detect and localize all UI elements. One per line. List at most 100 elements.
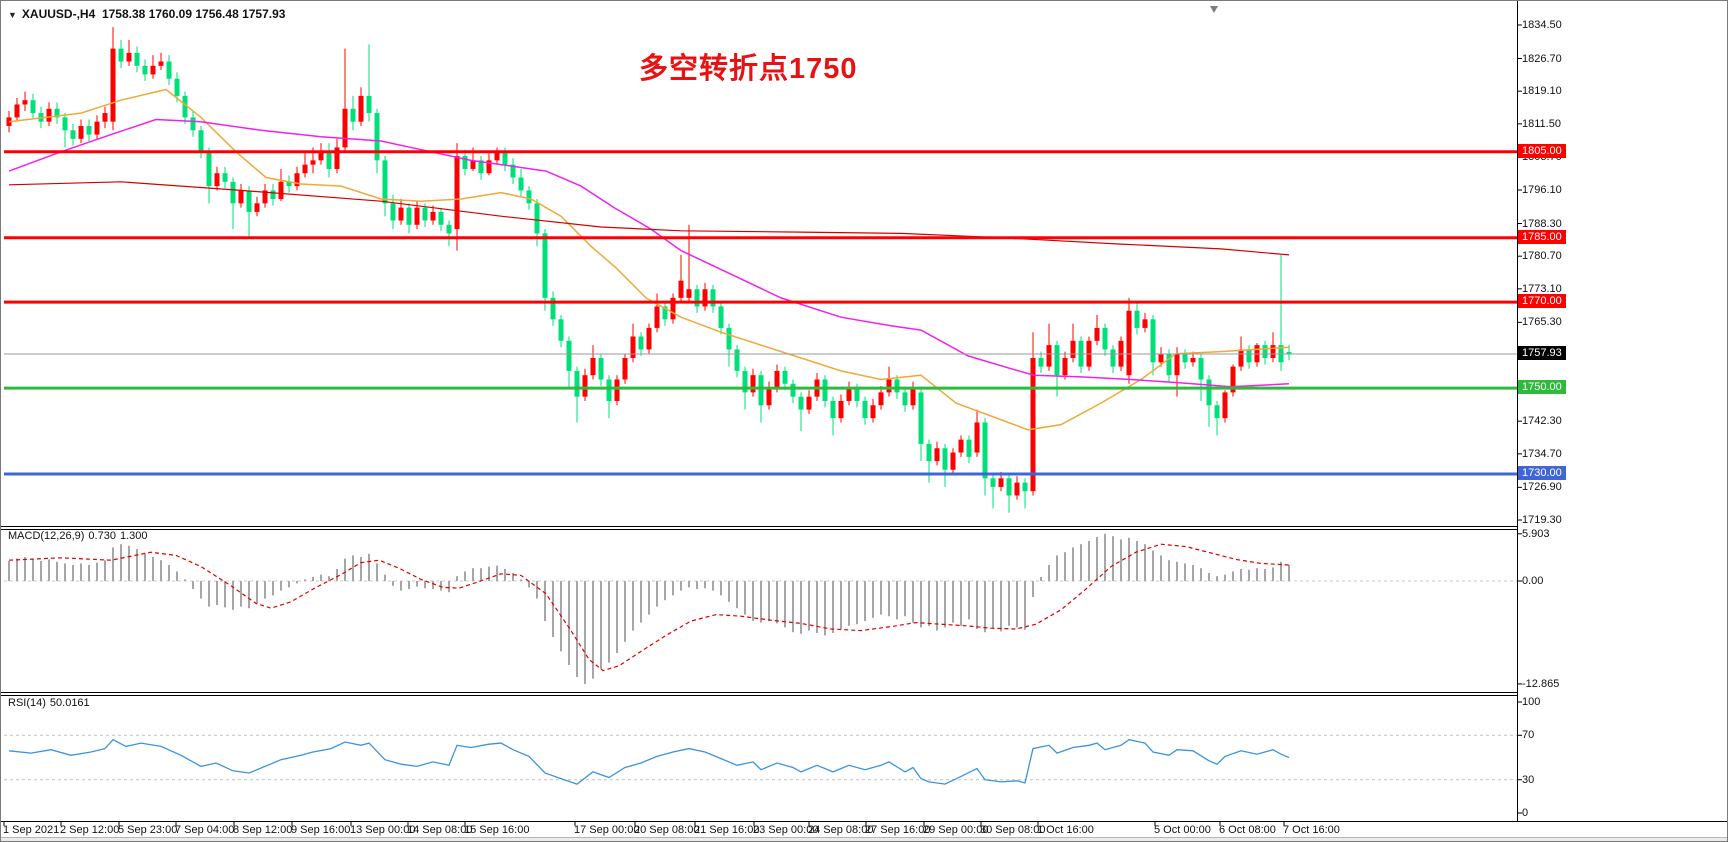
time-axis-label: 5 Sep 23:00 [118, 824, 178, 836]
candle-up [302, 164, 308, 174]
rsi-indicator-label: RSI(14) 50.0161 [8, 697, 94, 709]
time-axis-label: 23 Sep 00:00 [753, 824, 819, 836]
candle-down [550, 297, 556, 320]
time-axis-label: 1 Oct 16:00 [1037, 824, 1094, 836]
price-scale-separator[interactable] [1517, 1, 1518, 821]
candle-down [526, 190, 532, 204]
candle-down [918, 392, 924, 444]
candle-down [710, 289, 716, 307]
price-level-badge[interactable]: 1757.93 [1518, 346, 1566, 360]
candle-up [310, 160, 316, 165]
candle-down [166, 61, 172, 79]
candle-down [1038, 358, 1044, 367]
price-axis-tick-label: 1811.50 [1522, 117, 1561, 130]
candle-down [1134, 310, 1140, 328]
candle-down [1262, 345, 1268, 359]
candle-down [574, 370, 580, 397]
macd-rsi-separator[interactable] [1, 692, 1517, 693]
candle-down [1286, 352, 1292, 355]
candle-down [726, 327, 732, 350]
price-level-badge[interactable]: 1730.00 [1518, 466, 1566, 481]
candle-up [1142, 319, 1148, 328]
candle-up [590, 358, 596, 376]
candle-down [854, 388, 860, 401]
candle-up [1062, 358, 1068, 376]
candle-up [494, 151, 500, 161]
rsi-axis-tick-label: 100 [1522, 696, 1541, 708]
candle-down [782, 370, 788, 384]
price-level-badge[interactable]: 1770.00 [1518, 294, 1566, 309]
candle-down [990, 478, 996, 487]
price-axis-tick-label: 1734.70 [1522, 447, 1562, 460]
candle-up [622, 358, 628, 380]
price-axis-tick-label: 1719.30 [1522, 514, 1562, 526]
time-axis-label: 5 Oct 00:00 [1154, 824, 1211, 836]
candle-down [606, 379, 612, 401]
chart-shift-marker-icon[interactable] [1210, 6, 1218, 13]
rsi-axis-tick-label: 30 [1522, 773, 1535, 786]
candle-up [766, 388, 772, 406]
candle-up [94, 121, 100, 135]
price-level-badge[interactable]: 1805.00 [1518, 143, 1566, 158]
candle-up [1094, 327, 1100, 341]
time-axis-label: 8 Sep 12:00 [233, 824, 293, 836]
candle-up [334, 147, 340, 169]
candle-down [598, 358, 604, 380]
candle-down [222, 173, 228, 182]
price-axis-tick-label: 1773.10 [1522, 282, 1562, 295]
macd-main-value: 0.730 [88, 530, 116, 542]
macd-axis-tick-label: 5.903 [1522, 527, 1550, 540]
candle-up [1222, 392, 1228, 419]
macd-indicator-label: MACD(12,26,9) 0.730 1.300 [8, 530, 151, 542]
candle-up [1230, 366, 1236, 393]
candle-up [150, 65, 156, 75]
candle-up [1174, 353, 1180, 376]
ohlc-quote-values: 1758.38 1760.09 1756.48 1757.93 [101, 7, 286, 21]
candle-up [1126, 310, 1132, 376]
price-level-badge[interactable]: 1785.00 [1518, 229, 1566, 244]
candle-down [446, 224, 452, 234]
candle-down [326, 151, 332, 169]
candle-down [366, 95, 372, 114]
symbol-header[interactable]: ▼ XAUUSD-,H4 1758.38 1760.09 1756.48 1757… [8, 7, 285, 21]
price-level-badge[interactable]: 1750.00 [1518, 380, 1566, 395]
candle-up [654, 306, 660, 328]
candle-down [270, 190, 276, 200]
candle-up [214, 173, 220, 187]
time-axis-label: 29 Sep 00:00 [923, 824, 989, 836]
candle-down [510, 164, 516, 178]
candle-down [406, 207, 412, 225]
candle-down [86, 125, 92, 135]
candle-down [502, 151, 508, 165]
candle-up [262, 190, 268, 204]
candle-down [942, 448, 948, 470]
candle-up [1270, 345, 1276, 359]
candle-up [318, 151, 324, 161]
time-axis-label: 20 Sep 08:00 [634, 824, 700, 836]
candle-down [894, 379, 900, 393]
candle-down [286, 181, 292, 187]
time-axis-label: 9 Sep 16:00 [291, 824, 351, 836]
candle-up [1070, 340, 1076, 359]
candle-down [830, 400, 836, 419]
candle-down [542, 233, 548, 298]
chevron-down-icon[interactable]: ▼ [8, 10, 17, 20]
time-axis-label: 2 Sep 12:00 [60, 824, 120, 836]
candle-up [398, 207, 404, 221]
time-axis-label: 14 Sep 08:00 [407, 824, 473, 836]
candle-up [126, 52, 132, 62]
candle-up [750, 375, 756, 393]
price-axis-tick-label: 1819.10 [1522, 85, 1562, 98]
time-axis-label: 17 Sep 00:00 [574, 824, 640, 836]
price-axis-tick-label: 1742.30 [1522, 415, 1562, 428]
candle-down [462, 156, 468, 169]
candle-down [190, 117, 196, 131]
candle-down [662, 306, 668, 320]
price-macd-separator[interactable] [1, 526, 1517, 527]
candle-down [350, 108, 356, 122]
candle-up [958, 439, 964, 453]
rsi-value: 50.0161 [49, 697, 90, 709]
candle-up [414, 207, 420, 225]
